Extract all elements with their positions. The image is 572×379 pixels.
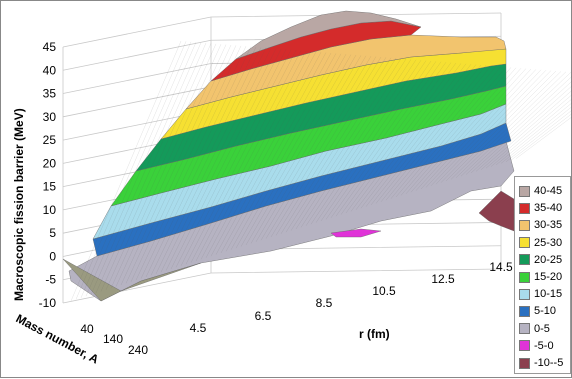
z-axis-ticks: 45 40 35 30 25 20 15 10 5 0 -5 -10 <box>39 40 57 310</box>
legend-item: 10-15 <box>519 286 562 302</box>
y-axis-ticks: 40 140 240 <box>80 322 148 357</box>
z-tick-label: 10 <box>43 203 57 217</box>
legend-swatch <box>519 271 530 283</box>
x-axis-ticks: 4.5 6.5 8.5 10.5 12.5 14.5 <box>190 260 513 335</box>
legend-item: -5-0 <box>519 338 554 354</box>
x-tick-label: 6.5 <box>255 309 272 323</box>
legend-swatch <box>519 237 530 249</box>
y-tick-label: 240 <box>128 343 148 357</box>
z-tick-label: 0 <box>49 249 56 263</box>
z-tick-label: 35 <box>43 87 57 101</box>
legend-swatch <box>519 219 530 231</box>
legend-label: -5-0 <box>534 339 554 352</box>
legend-item: 35-40 <box>519 200 562 216</box>
legend-label: 10-15 <box>534 288 563 301</box>
legend-swatch <box>519 340 530 352</box>
legend-label: 30-35 <box>534 219 563 232</box>
legend-label: -10--5 <box>534 357 564 369</box>
legend-swatch <box>519 357 530 369</box>
x-tick-label: 10.5 <box>372 284 396 298</box>
legend-label: 35-40 <box>534 202 563 215</box>
legend-label: 40-45 <box>534 185 563 197</box>
legend-item: 15-20 <box>519 269 562 285</box>
y-tick-label: 140 <box>103 332 123 346</box>
legend-swatch <box>519 323 530 335</box>
legend: 40-45 35-40 30-35 25-30 20-25 15-20 10-15 5-10 0… <box>514 176 571 374</box>
legend-label: 15-20 <box>534 271 563 283</box>
x-axis-title: r (fm) <box>359 327 390 341</box>
legend-label: 5-10 <box>534 305 557 318</box>
z-axis-title: Macroscopic fission barrier (MeV) <box>12 108 26 301</box>
x-tick-label: 4.5 <box>190 321 207 335</box>
surface-base <box>62 258 202 302</box>
surface-mesh <box>70 40 572 302</box>
legend-label: 0-5 <box>534 322 550 335</box>
legend-label: 20-25 <box>534 253 563 266</box>
surface-band--10--5 <box>478 190 515 232</box>
z-tick-label: 40 <box>43 63 57 77</box>
x-tick-label: 14.5 <box>489 260 513 274</box>
legend-item: 40-45 <box>519 183 562 199</box>
z-tick-label: 5 <box>49 226 56 240</box>
legend-label: 25-30 <box>534 236 563 249</box>
z-tick-label: 15 <box>43 180 57 194</box>
surface-band--5-0 <box>330 228 382 238</box>
z-tick-label: 20 <box>43 156 57 170</box>
legend-swatch <box>519 202 530 214</box>
z-tick-label: 30 <box>43 110 57 124</box>
legend-swatch <box>519 185 530 197</box>
y-axis-title: Mass number, A <box>14 311 102 367</box>
surface-band-40-45 <box>235 10 422 60</box>
legend-swatch <box>519 288 530 300</box>
legend-swatch <box>519 305 530 317</box>
x-tick-label: 12.5 <box>431 272 455 286</box>
legend-item: 5-10 <box>519 303 556 319</box>
legend-item: 0-5 <box>519 321 550 337</box>
legend-item: 30-35 <box>519 217 562 233</box>
z-tick-label: 45 <box>43 40 57 54</box>
legend-swatch <box>519 254 530 266</box>
legend-item: 20-25 <box>519 252 562 268</box>
z-tick-label: -5 <box>45 273 56 287</box>
legend-item: 25-30 <box>519 235 562 251</box>
surface-plot <box>62 10 515 302</box>
y-tick-label: 40 <box>80 322 94 336</box>
z-tick-label: 25 <box>43 133 57 147</box>
legend-item: -10--5 <box>519 355 563 371</box>
z-tick-label: -10 <box>39 296 57 310</box>
x-tick-label: 8.5 <box>316 296 333 310</box>
